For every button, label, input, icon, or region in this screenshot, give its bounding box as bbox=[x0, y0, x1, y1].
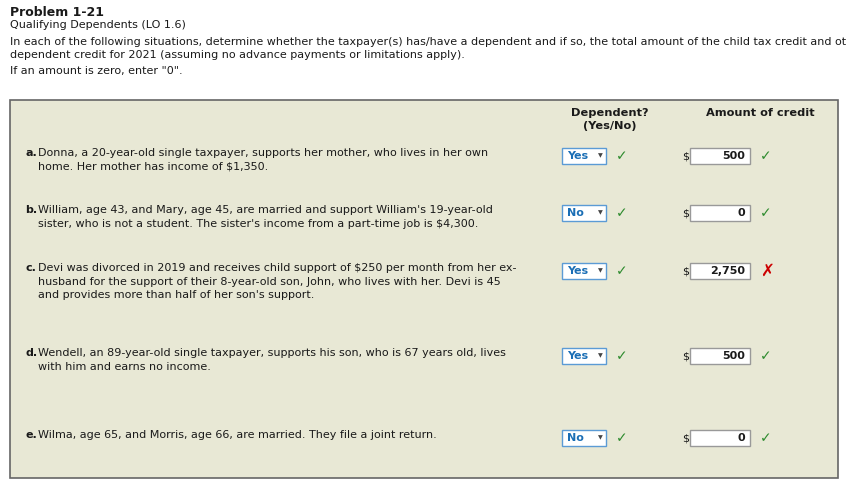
Text: Problem 1-21: Problem 1-21 bbox=[10, 6, 104, 19]
Text: 0: 0 bbox=[738, 208, 745, 218]
Text: ✓: ✓ bbox=[760, 149, 772, 163]
Text: with him and earns no income.: with him and earns no income. bbox=[38, 362, 211, 371]
Text: 500: 500 bbox=[722, 351, 745, 361]
Text: dependent credit for 2021 (assuming no advance payments or limitations apply).: dependent credit for 2021 (assuming no a… bbox=[10, 50, 465, 60]
Text: Yes: Yes bbox=[567, 151, 588, 161]
Text: ▼: ▼ bbox=[598, 210, 602, 215]
Text: sister, who is not a student. The sister's income from a part-time job is $4,300: sister, who is not a student. The sister… bbox=[38, 219, 479, 228]
Text: $: $ bbox=[682, 208, 689, 218]
Text: $: $ bbox=[682, 351, 689, 361]
FancyBboxPatch shape bbox=[690, 148, 750, 164]
Text: e.: e. bbox=[25, 430, 36, 440]
FancyBboxPatch shape bbox=[562, 430, 606, 446]
Text: William, age 43, and Mary, age 45, are married and support William's 19-year-old: William, age 43, and Mary, age 45, are m… bbox=[38, 205, 493, 215]
Text: a.: a. bbox=[25, 148, 36, 158]
Text: Amount of credit: Amount of credit bbox=[706, 108, 814, 118]
Text: Devi was divorced in 2019 and receives child support of $250 per month from her : Devi was divorced in 2019 and receives c… bbox=[38, 263, 517, 273]
Text: ▼: ▼ bbox=[598, 154, 602, 158]
FancyBboxPatch shape bbox=[10, 100, 838, 478]
FancyBboxPatch shape bbox=[690, 348, 750, 364]
Text: husband for the support of their 8-year-old son, John, who lives with her. Devi : husband for the support of their 8-year-… bbox=[38, 277, 501, 287]
Text: Yes: Yes bbox=[567, 351, 588, 361]
Text: ✓: ✓ bbox=[616, 431, 628, 445]
FancyBboxPatch shape bbox=[562, 205, 606, 221]
Text: ✓: ✓ bbox=[616, 349, 628, 363]
Text: Wilma, age 65, and Morris, age 66, are married. They file a joint return.: Wilma, age 65, and Morris, age 66, are m… bbox=[38, 430, 437, 440]
Text: No: No bbox=[567, 433, 584, 443]
Text: ✓: ✓ bbox=[616, 264, 628, 278]
FancyBboxPatch shape bbox=[690, 430, 750, 446]
Text: Dependent?: Dependent? bbox=[571, 108, 649, 118]
FancyBboxPatch shape bbox=[690, 205, 750, 221]
Text: ✓: ✓ bbox=[760, 431, 772, 445]
Text: c.: c. bbox=[25, 263, 36, 273]
Text: Qualifying Dependents (LO 1.6): Qualifying Dependents (LO 1.6) bbox=[10, 20, 185, 30]
FancyBboxPatch shape bbox=[562, 348, 606, 364]
Text: b.: b. bbox=[25, 205, 37, 215]
Text: (Yes/No): (Yes/No) bbox=[584, 121, 637, 131]
Text: ▼: ▼ bbox=[598, 435, 602, 440]
Text: Donna, a 20-year-old single taxpayer, supports her mother, who lives in her own: Donna, a 20-year-old single taxpayer, su… bbox=[38, 148, 488, 158]
Text: ▼: ▼ bbox=[598, 353, 602, 359]
Text: 2,750: 2,750 bbox=[710, 266, 745, 276]
Text: ✓: ✓ bbox=[616, 206, 628, 220]
Text: d.: d. bbox=[25, 348, 37, 358]
FancyBboxPatch shape bbox=[690, 263, 750, 279]
Text: ▼: ▼ bbox=[598, 268, 602, 274]
Text: 500: 500 bbox=[722, 151, 745, 161]
Text: ✓: ✓ bbox=[760, 349, 772, 363]
Text: $: $ bbox=[682, 266, 689, 276]
Text: 0: 0 bbox=[738, 433, 745, 443]
Text: No: No bbox=[567, 208, 584, 218]
FancyBboxPatch shape bbox=[562, 263, 606, 279]
Text: $: $ bbox=[682, 151, 689, 161]
Text: Wendell, an 89-year-old single taxpayer, supports his son, who is 67 years old, : Wendell, an 89-year-old single taxpayer,… bbox=[38, 348, 506, 358]
Text: and provides more than half of her son's support.: and provides more than half of her son's… bbox=[38, 290, 314, 300]
Text: If an amount is zero, enter "0".: If an amount is zero, enter "0". bbox=[10, 66, 183, 76]
Text: In each of the following situations, determine whether the taxpayer(s) has/have : In each of the following situations, det… bbox=[10, 37, 847, 47]
Text: Yes: Yes bbox=[567, 266, 588, 276]
Text: ✓: ✓ bbox=[760, 206, 772, 220]
Text: $: $ bbox=[682, 433, 689, 443]
Text: home. Her mother has income of $1,350.: home. Her mother has income of $1,350. bbox=[38, 161, 268, 172]
Text: ✗: ✗ bbox=[760, 262, 774, 280]
Text: ✓: ✓ bbox=[616, 149, 628, 163]
FancyBboxPatch shape bbox=[562, 148, 606, 164]
